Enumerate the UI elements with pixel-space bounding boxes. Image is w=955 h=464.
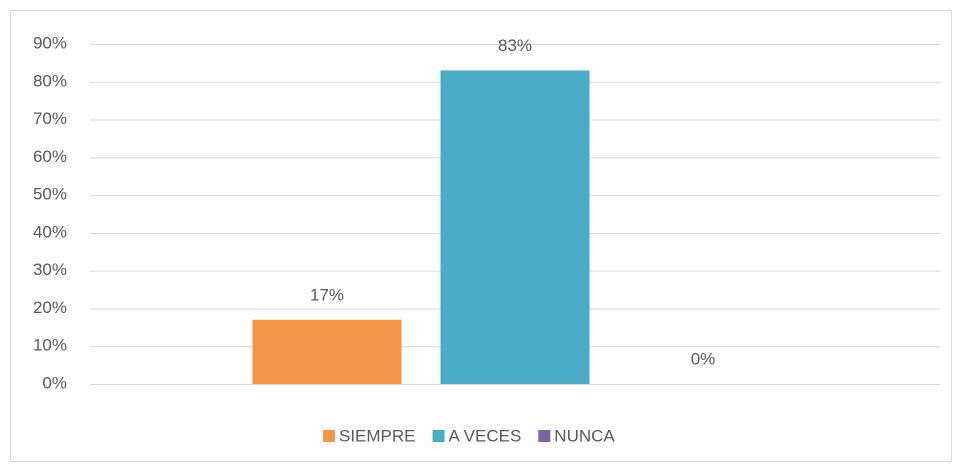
legend-label: A VECES: [449, 426, 522, 445]
y-tick-label: 70%: [33, 109, 67, 128]
y-tick-label: 50%: [33, 185, 67, 204]
y-tick-label: 30%: [33, 260, 67, 279]
y-tick-label: 20%: [33, 298, 67, 317]
legend-swatch: [432, 430, 445, 442]
y-tick-label: 40%: [33, 222, 67, 241]
y-tick-label: 80%: [33, 71, 67, 90]
data-label: 83%: [498, 36, 532, 55]
legend-label: NUNCA: [554, 426, 615, 445]
data-label: 0%: [691, 349, 716, 368]
data-label: 17%: [310, 285, 344, 304]
y-tick-label: 60%: [33, 147, 67, 166]
bar: [252, 319, 402, 384]
legend-swatch: [323, 430, 335, 442]
legend-swatch: [538, 430, 551, 442]
y-tick-label: 10%: [33, 336, 67, 355]
legend-label: SIEMPRE: [339, 426, 416, 445]
bar: [440, 70, 590, 384]
y-tick-label: 0%: [42, 373, 67, 392]
y-tick-label: 90%: [33, 33, 67, 52]
